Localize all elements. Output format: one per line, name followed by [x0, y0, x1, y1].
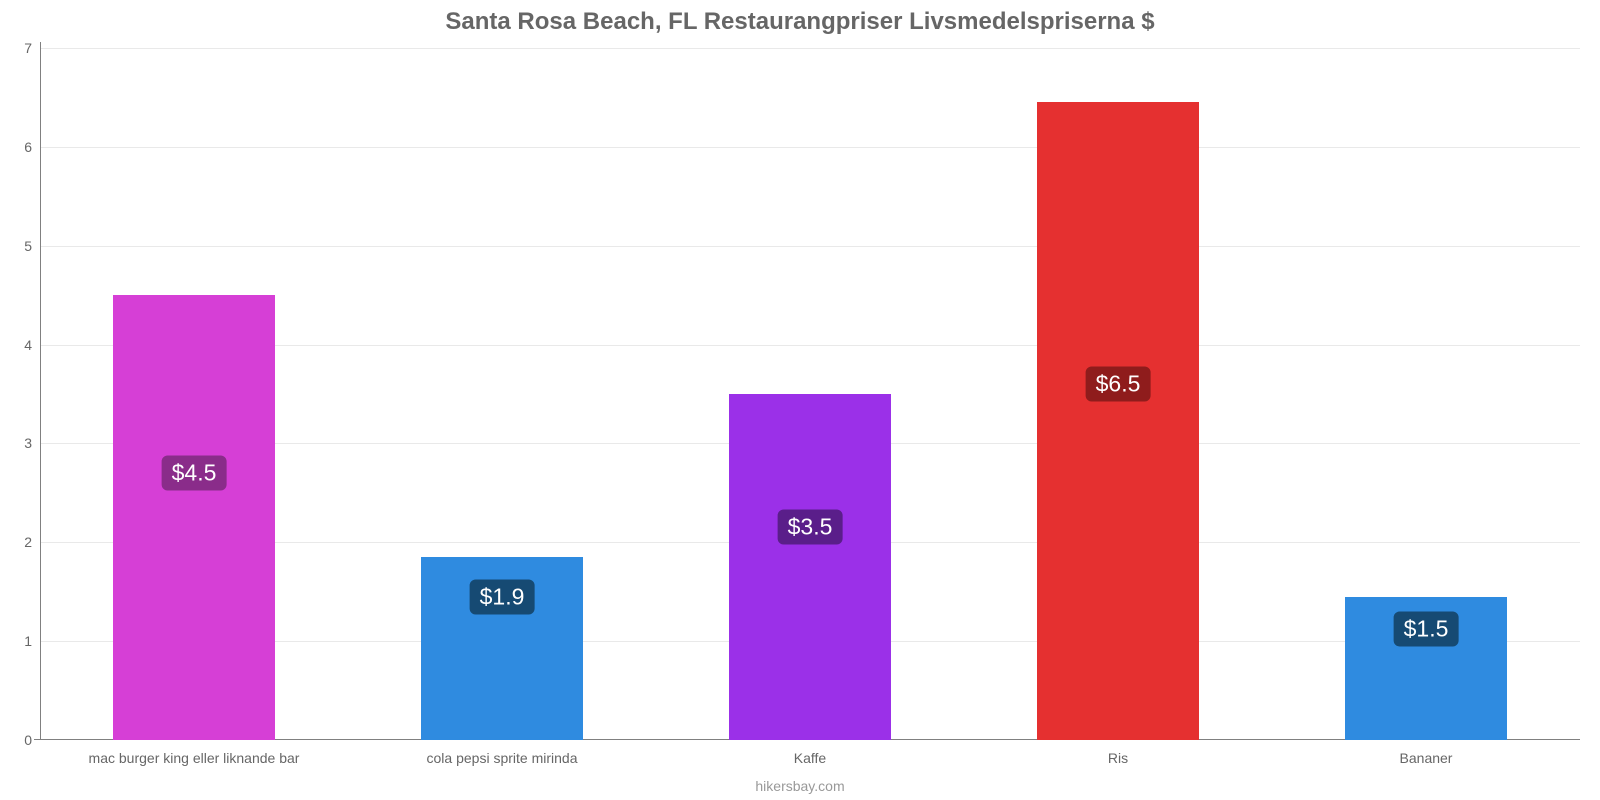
y-axis-tick-label: 4 [10, 337, 40, 353]
y-axis-tick-label: 7 [10, 40, 40, 56]
bar [1037, 102, 1199, 740]
y-axis-tick-label: 3 [10, 435, 40, 451]
y-axis-tick-label: 0 [10, 732, 40, 748]
gridline [40, 147, 1580, 148]
y-axis-tick-label: 1 [10, 633, 40, 649]
bar-value-label: $1.5 [1394, 612, 1459, 647]
x-axis-tick-label: Kaffe [794, 740, 826, 766]
x-axis-tick-label: Ris [1108, 740, 1128, 766]
bar-value-label: $1.9 [470, 579, 535, 614]
bar-value-label: $4.5 [162, 456, 227, 491]
y-axis-line [40, 42, 41, 740]
x-axis-tick-label: Bananer [1400, 740, 1453, 766]
x-axis-tick-label: cola pepsi sprite mirinda [427, 740, 578, 766]
y-axis-tick-label: 5 [10, 238, 40, 254]
bar [729, 394, 891, 740]
chart-title: Santa Rosa Beach, FL Restaurangpriser Li… [0, 8, 1600, 36]
bar-value-label: $3.5 [778, 510, 843, 545]
x-axis-tick-label: mac burger king eller liknande bar [89, 740, 300, 766]
plot-area: 01234567mac burger king eller liknande b… [40, 48, 1580, 740]
bar [113, 295, 275, 740]
y-axis-tick-label: 2 [10, 534, 40, 550]
gridline [40, 246, 1580, 247]
gridline [40, 48, 1580, 49]
price-bar-chart: Santa Rosa Beach, FL Restaurangpriser Li… [0, 0, 1600, 800]
bar-value-label: $6.5 [1086, 367, 1151, 402]
chart-credit: hikersbay.com [0, 778, 1600, 794]
y-axis-tick-label: 6 [10, 139, 40, 155]
